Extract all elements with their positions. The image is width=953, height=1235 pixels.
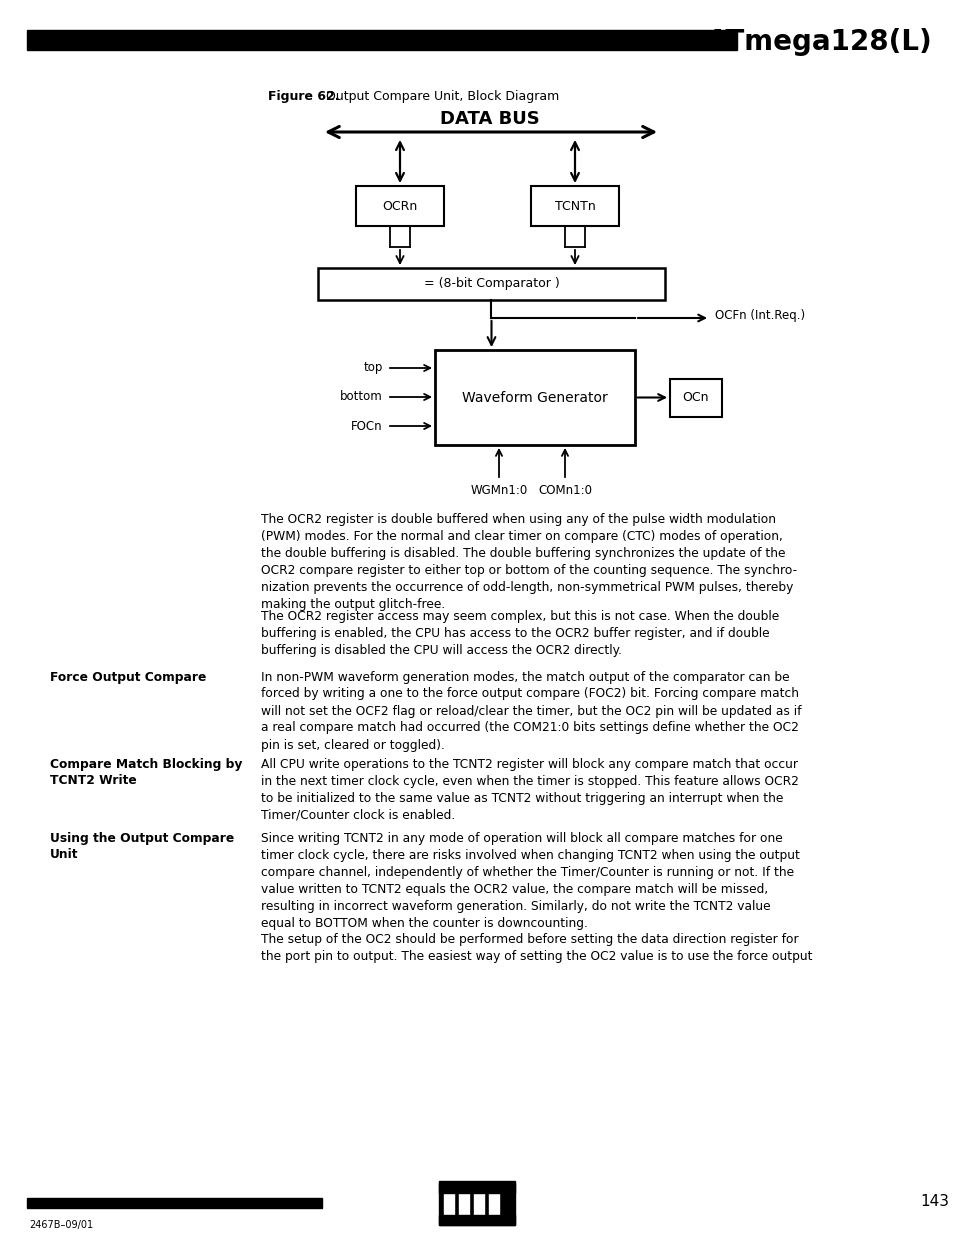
Text: In non-PWM waveform generation modes, the match output of the comparator can be
: In non-PWM waveform generation modes, th… [261,671,801,752]
Text: top: top [363,362,382,374]
Bar [27,30,737,49]
Text: OCn: OCn [682,391,708,404]
Bar [355,186,443,226]
Bar [489,1187,498,1219]
Bar [317,268,664,300]
Text: FOCn: FOCn [351,420,382,432]
Bar [438,1215,515,1225]
Text: OCRn: OCRn [382,200,417,212]
Bar [669,378,721,416]
Text: ATmega128(L): ATmega128(L) [706,28,932,56]
Bar [531,186,618,226]
Bar [27,1198,322,1208]
Text: = (8-bit Comparator ): = (8-bit Comparator ) [423,278,558,290]
Text: TCNT2 Write: TCNT2 Write [50,773,136,787]
Text: DATA BUS: DATA BUS [439,110,539,128]
Text: bottom: bottom [340,390,382,404]
Bar [438,1181,515,1225]
Text: Using the Output Compare: Using the Output Compare [50,832,234,845]
Text: All CPU write operations to the TCNT2 register will block any compare match that: All CPU write operations to the TCNT2 re… [261,758,798,823]
Text: Figure 62.: Figure 62. [268,90,339,103]
Bar [435,350,635,445]
Text: TCNTn: TCNTn [554,200,595,212]
Bar [474,1187,483,1219]
Text: Since writing TCNT2 in any mode of operation will block all compare matches for : Since writing TCNT2 in any mode of opera… [261,832,799,930]
Text: Unit: Unit [50,847,78,861]
Text: Output Compare Unit, Block Diagram: Output Compare Unit, Block Diagram [326,90,558,103]
Text: The setup of the OC2 should be performed before setting the data direction regis: The setup of the OC2 should be performed… [261,932,812,963]
Text: The OCR2 register is double buffered when using any of the pulse width modulatio: The OCR2 register is double buffered whe… [261,513,797,611]
Text: Waveform Generator: Waveform Generator [461,390,607,405]
Text: 143: 143 [919,1194,948,1209]
Bar [443,1187,454,1219]
Bar [458,1187,469,1219]
Text: Force Output Compare: Force Output Compare [50,671,206,683]
Bar [438,1183,515,1193]
Text: COMn1:0: COMn1:0 [537,484,592,496]
Text: Compare Match Blocking by: Compare Match Blocking by [50,758,242,771]
Text: WGMn1:0: WGMn1:0 [470,484,527,496]
Text: 2467B–09/01: 2467B–09/01 [29,1220,93,1230]
Text: OCFn (Int.Req.): OCFn (Int.Req.) [714,310,804,322]
Text: The OCR2 register access may seem complex, but this is not case. When the double: The OCR2 register access may seem comple… [261,610,779,657]
